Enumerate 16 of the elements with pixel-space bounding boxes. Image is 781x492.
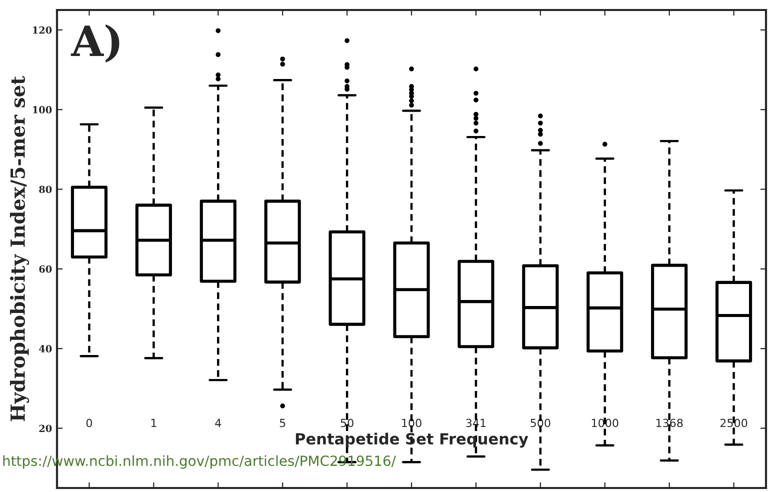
- x-tick-label: 1000: [592, 418, 618, 428]
- x-tick-label: 50: [340, 418, 354, 428]
- y-tick-label: 100: [33, 106, 52, 114]
- x-tick-label: 2500: [720, 418, 748, 428]
- y-tick-label: 20: [39, 424, 52, 432]
- x-tick-label: 1: [151, 418, 156, 427]
- x-tick-label: 0: [86, 418, 92, 428]
- x-tick-label: 4: [215, 418, 222, 427]
- annotation: A): [70, 24, 120, 62]
- y-tick-label: 60: [39, 265, 52, 273]
- y-tick-label: 40: [39, 345, 52, 352]
- y-axis-title: Hydrophobicity Index/5-mer set: [10, 76, 30, 422]
- x-tick-label: 5: [280, 418, 286, 428]
- y-tick-label: 120: [33, 26, 52, 34]
- y-tick-label: 80: [39, 186, 52, 194]
- x-tick-label: 1368: [656, 418, 683, 428]
